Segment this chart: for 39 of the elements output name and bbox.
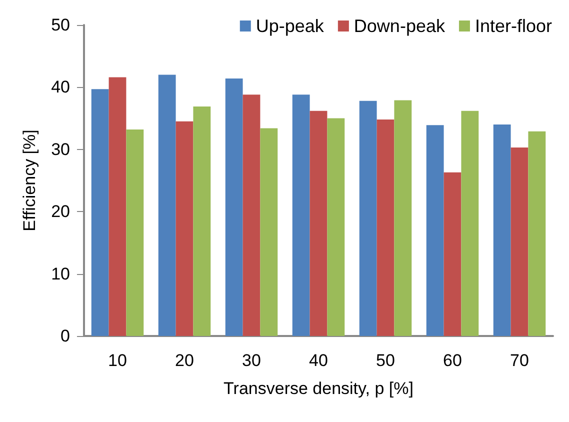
bar xyxy=(376,120,394,336)
y-axis-title: Efficiency [%] xyxy=(20,130,39,232)
bar xyxy=(426,125,444,336)
y-tick-label: 40 xyxy=(51,78,70,97)
bar xyxy=(394,100,412,336)
bar xyxy=(359,100,377,336)
legend-label: Inter-floor xyxy=(474,16,552,36)
bar xyxy=(444,172,462,336)
bar xyxy=(242,94,260,336)
y-tick-label: 0 xyxy=(60,326,70,346)
x-tick-label: 60 xyxy=(443,351,462,370)
bar xyxy=(461,110,479,336)
bar xyxy=(292,94,310,336)
x-axis-title: Transverse density, p [%] xyxy=(224,379,414,398)
bar xyxy=(193,106,211,336)
x-tick-label: 20 xyxy=(175,351,194,370)
bar xyxy=(327,118,345,336)
x-tick-label: 30 xyxy=(242,351,261,370)
y-tick-label: 20 xyxy=(51,202,70,222)
bar xyxy=(493,124,511,336)
bar xyxy=(310,110,328,336)
bar xyxy=(510,148,528,336)
legend-label: Up-peak xyxy=(256,16,325,36)
bar xyxy=(108,77,126,336)
bar xyxy=(260,128,278,336)
bar xyxy=(158,74,176,336)
bar xyxy=(91,89,109,336)
bar xyxy=(126,129,144,336)
y-tick-label: 10 xyxy=(51,264,70,284)
x-tick-label: 70 xyxy=(510,351,529,370)
x-tick-label: 10 xyxy=(108,351,127,370)
bar xyxy=(225,78,243,336)
bar xyxy=(528,131,546,336)
x-tick-label: 40 xyxy=(309,351,328,370)
legend-label: Down-peak xyxy=(354,16,446,36)
bar xyxy=(176,121,194,336)
x-tick-label: 50 xyxy=(376,351,395,370)
y-tick-label: 50 xyxy=(51,16,70,34)
y-tick-label: 30 xyxy=(51,140,70,159)
